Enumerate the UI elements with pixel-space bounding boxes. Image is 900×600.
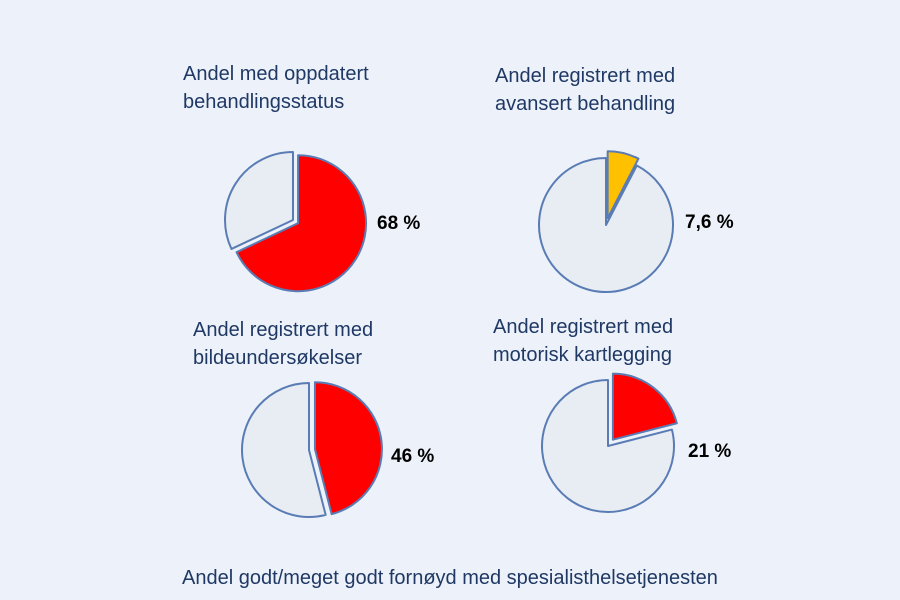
pie-4-slice-1 [611,372,678,441]
pie-1-slice-2 [224,151,294,250]
pie-2-slice-1 [606,150,640,220]
chart-3-value-label: 46 % [391,446,435,467]
chart-1-value-label: 68 % [377,213,421,234]
pie-3-slice-2 [241,382,327,518]
chart-1-title-line-1: Andel med oppdatert [183,63,369,85]
chart-4-title-line-2: motorisk kartlegging [493,344,672,366]
footer-caption: Andel godt/meget godt fornøyd med spesia… [182,567,718,589]
pie-3-slice-1 [313,381,383,516]
chart-4-value-label: 21 % [688,441,732,462]
chart-2-value-label: 7,6 % [685,212,734,233]
pie-1-slice-1 [235,154,368,293]
chart-4-title: Andel registrert med motorisk kartleggin… [493,313,673,369]
chart-3-title-line-2: bildeundersøkelser [193,347,362,369]
chart-2-title: Andel registrert med avansert behandling [495,62,675,118]
chart-1-title-line-2: behandlingsstatus [183,91,345,113]
chart-2-title-line-1: Andel registrert med [495,65,676,87]
chart-2-title-line-2: avansert behandling [495,93,676,115]
chart-1-title: Andel med oppdatert behandlingsstatus [183,60,369,116]
pie-2-slice-2 [538,157,674,293]
pie-4-slice-2 [541,379,675,513]
chart-3-title: Andel registrert med bildeundersøkelser [193,316,373,372]
chart-3-title-line-1: Andel registrert med [193,319,374,341]
chart-4-title-line-1: Andel registrert med [493,316,674,338]
